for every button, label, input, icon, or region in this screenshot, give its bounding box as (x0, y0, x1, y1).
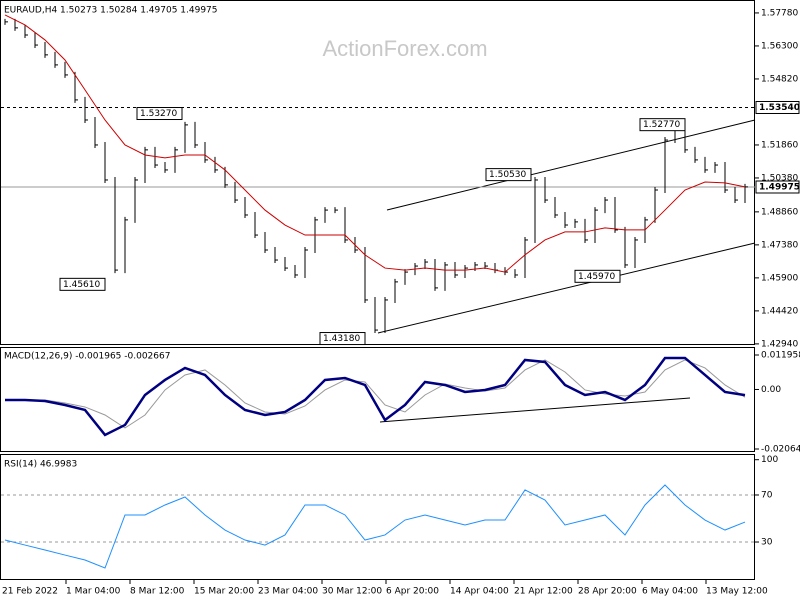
y-tick-label: 1.56300 (761, 41, 798, 51)
chart-title: EURAUD,H4 1.50273 1.50284 1.49705 1.4997… (4, 6, 218, 16)
macd-panel (0, 347, 755, 452)
y-tick-label: 1.44420 (761, 306, 798, 316)
y-tick-label: 1.47380 (761, 240, 798, 250)
level-label: 1.53540 (759, 103, 800, 113)
x-tick-label: 21 Apr 12:00 (514, 587, 573, 597)
moving-average (4, 14, 746, 273)
y-tick-label: -0.020649 (761, 444, 800, 454)
x-tick-label: 1 Mar 04:00 (66, 587, 121, 597)
x-tick-label: 23 Mar 04:00 (258, 587, 318, 597)
y-tick-label: 0.011958 (761, 350, 800, 360)
watermark: ActionForex.com (322, 36, 487, 61)
annotation-label: 1.45610 (63, 280, 100, 290)
y-tick-label: 1.57780 (761, 8, 798, 18)
level-box (755, 100, 800, 114)
macd-trendline (379, 397, 691, 423)
rsi-title: RSI(14) 46.9983 (4, 460, 77, 470)
y-tick-label: 1.42940 (761, 339, 798, 349)
annotation-box (485, 168, 532, 182)
channel-lower (377, 242, 756, 334)
rsi-panel (0, 454, 755, 580)
macd-title: MACD(12,26,9) -0.001965 -0.002667 (4, 352, 170, 362)
x-tick-label: 6 Apr 20:00 (386, 587, 439, 597)
annotation-label: 1.45970 (578, 272, 615, 282)
annotation-label: 1.52770 (643, 120, 680, 130)
y-tick-label: 100 (761, 455, 778, 465)
level-label: 1.49975 (759, 182, 800, 192)
y-tick-label: 70 (761, 490, 773, 500)
annotation-label: 1.50530 (489, 170, 526, 180)
x-tick-label: 8 Mar 12:00 (130, 587, 185, 597)
x-tick-label: 13 May 12:00 (706, 587, 768, 597)
y-tick-label: 30 (761, 538, 773, 548)
y-tick-label: 1.48860 (761, 207, 798, 217)
annotation-box (319, 332, 366, 346)
level-box (755, 180, 800, 194)
macd-line (5, 356, 746, 437)
x-tick-label: 6 May 04:00 (642, 587, 698, 597)
macd-signal (5, 359, 746, 429)
channel-upper (386, 119, 756, 211)
y-tick-label: 0.00 (761, 385, 781, 395)
annotation-box (639, 118, 686, 132)
rsi-line (4, 484, 746, 569)
y-tick-label: 1.54820 (761, 74, 798, 84)
annotation-box (574, 269, 621, 283)
price-panel (0, 0, 755, 345)
y-tick-label: 1.51860 (761, 140, 798, 150)
x-tick-label: 14 Apr 04:00 (450, 587, 509, 597)
annotation-box (136, 107, 183, 121)
y-tick-label: 1.45900 (761, 273, 798, 283)
x-tick-label: 21 Feb 2022 (2, 587, 58, 597)
x-tick-label: 30 Mar 12:00 (322, 587, 382, 597)
y-tick-label: 1.50380 (761, 173, 798, 183)
x-tick-label: 28 Apr 20:00 (578, 587, 637, 597)
annotation-label: 1.43180 (323, 334, 360, 344)
annotation-label: 1.53270 (140, 109, 177, 119)
x-tick-label: 15 Mar 20:00 (194, 587, 254, 597)
annotation-box (59, 277, 106, 291)
